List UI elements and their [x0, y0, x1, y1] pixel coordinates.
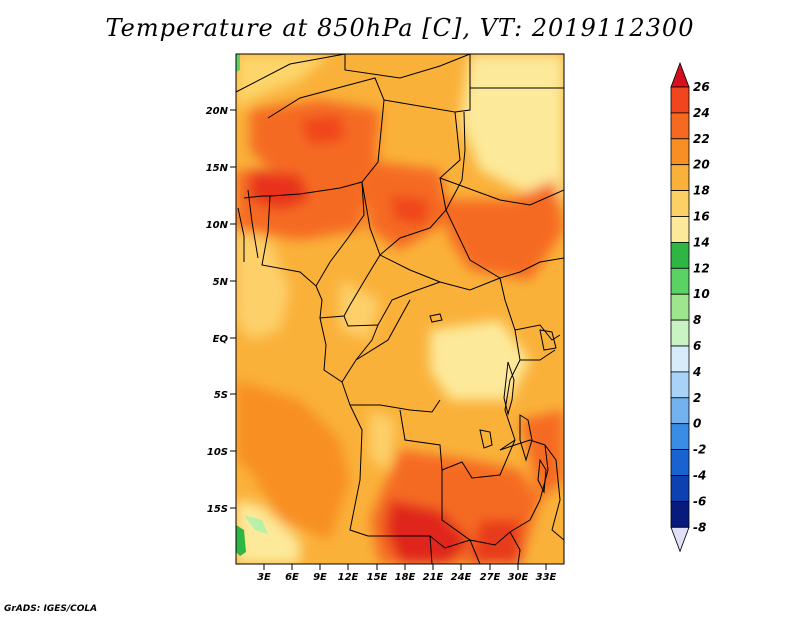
- colorbar-swatch: [670, 500, 690, 528]
- colorbar-swatch: [670, 449, 690, 476]
- temperature-field: [236, 54, 564, 564]
- colorbar-label: 20: [693, 158, 710, 172]
- lon-label: 12E: [338, 572, 359, 583]
- colorbar-swatch: [670, 112, 690, 140]
- lat-label: 10N: [206, 220, 229, 231]
- lon-label: 33E: [536, 572, 557, 583]
- colorbar-label: -4: [693, 469, 706, 483]
- page-title: Temperature at 850hPa [C], VT: 201911230…: [105, 14, 695, 42]
- colorbar-label: 8: [693, 313, 701, 327]
- colorbar-label: 0: [693, 417, 701, 431]
- colorbar-swatch: [670, 475, 690, 502]
- colorbar-label: 26: [693, 80, 710, 94]
- colorbar-swatch: [670, 371, 690, 399]
- colorbar-swatch: [670, 164, 690, 191]
- colorbar-label: -8: [693, 520, 706, 534]
- country-borders: [236, 54, 564, 564]
- longitude-axis: 3E 6E 9E 12E 15E 18E 21E 24E 27E 30E 33E: [257, 564, 557, 583]
- colorbar-label: 16: [693, 210, 710, 224]
- colorbar-swatch: [670, 293, 690, 321]
- colorbar-label: -2: [693, 443, 706, 457]
- colorbar-swatch: [670, 319, 690, 347]
- map-frame: [235, 53, 565, 565]
- lon-label: 21E: [423, 572, 444, 583]
- colorbar-swatch: [670, 397, 690, 425]
- colorbar-label: 22: [693, 132, 710, 146]
- colorbar-swatch: [670, 86, 690, 114]
- colorbar-swatch: [670, 216, 690, 243]
- lon-label: 6E: [285, 572, 299, 583]
- lon-label: 9E: [313, 572, 327, 583]
- latitude-axis: 20N 15N 10N 5N EQ 5S 10S 15S: [206, 106, 236, 515]
- lon-label: 27E: [480, 572, 501, 583]
- lon-label: 3E: [257, 572, 271, 583]
- colorbar-swatch: [670, 190, 690, 217]
- colorbar-label: 10: [693, 287, 710, 301]
- colorbar-label: 2: [693, 391, 701, 405]
- lat-label: EQ: [213, 334, 229, 345]
- lon-label: 30E: [508, 572, 529, 583]
- colorbar-label: -6: [693, 494, 706, 508]
- lon-label: 18E: [395, 572, 416, 583]
- lat-label: 5N: [213, 277, 229, 288]
- lat-label: 10S: [207, 447, 228, 458]
- colorbar-bottom-arrow: [670, 526, 690, 553]
- colorbar-swatch: [670, 345, 690, 373]
- lat-label: 5S: [214, 390, 228, 401]
- footer-credit: GrADS: IGES/COLA: [4, 604, 98, 614]
- colorbar-label: 14: [693, 235, 710, 249]
- colorbar-swatch: [670, 241, 690, 269]
- lat-label: 15N: [206, 163, 229, 174]
- colorbar-swatch: [670, 423, 690, 451]
- lat-label: 20N: [206, 106, 229, 117]
- colorbar-swatch: [670, 138, 690, 166]
- colorbar-label: 24: [693, 106, 710, 120]
- colorbar-label: 18: [693, 184, 710, 198]
- lon-label: 15E: [367, 572, 388, 583]
- colorbar-label: 6: [693, 339, 701, 353]
- lat-label: 15S: [207, 504, 228, 515]
- colorbar-top-arrow: [670, 61, 690, 88]
- colorbar-label: 12: [693, 261, 710, 275]
- lon-label: 24E: [451, 572, 472, 583]
- colorbar-label: 4: [692, 365, 701, 379]
- colorbar-swatch: [670, 267, 690, 295]
